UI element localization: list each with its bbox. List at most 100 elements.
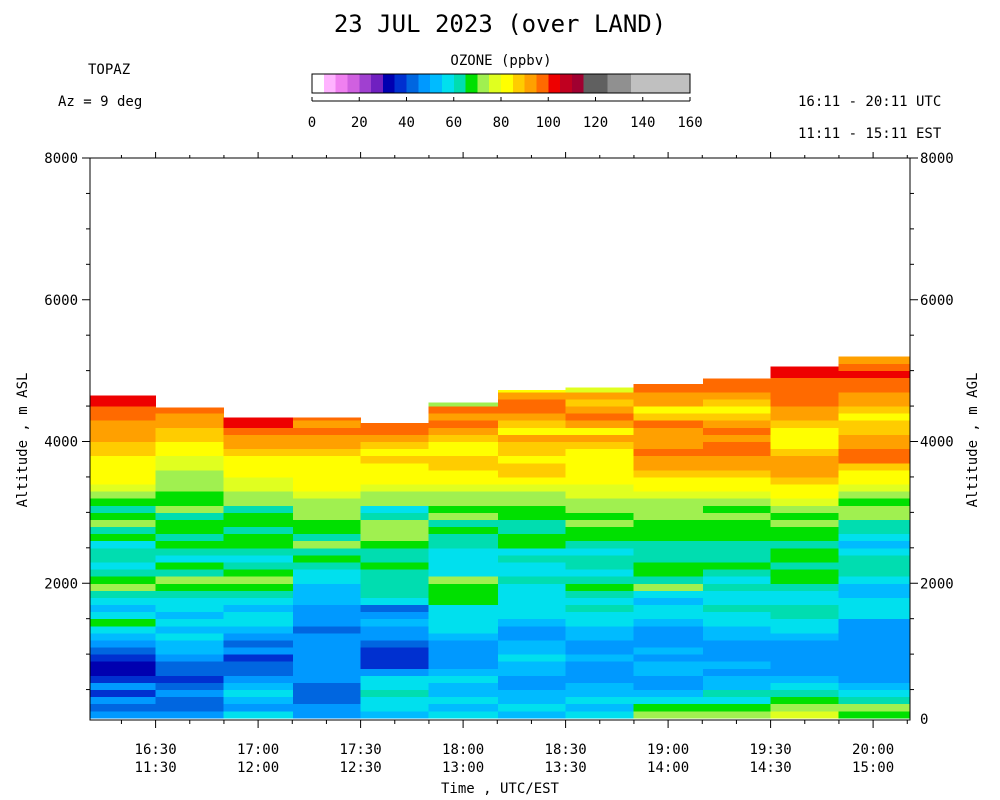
heatmap-cell-c10-26 [770,526,839,535]
heatmap-cell-c2-5 [223,675,294,683]
heatmap-cell-c10-38 [770,441,839,450]
heatmap-cell-c8-12 [633,625,704,634]
heatmap-cell-c1-38 [155,441,224,450]
heatmap-cell-c1-28 [155,512,224,520]
heatmap-cell-c10-21 [770,561,839,570]
y-tick-label-left: 6000 [44,293,78,309]
heatmap-cell-c9-1 [702,703,772,712]
heatmap-cell-c9-3 [702,689,772,698]
heatmap-cell-c6-22 [497,554,567,563]
heatmap-cell-c10-34 [770,469,839,478]
instrument-label: TOPAZ [88,62,131,78]
heatmap-cell-c3-21 [292,561,362,570]
heatmap-cell-c6-37 [497,448,567,457]
heatmap-cell-c7-5 [565,675,634,683]
heatmap-cell-c1-33 [155,476,224,485]
heatmap-cell-c9-25 [702,533,772,542]
heatmap-cell-c2-25 [223,533,294,542]
heatmap-cell-c3-25 [292,533,362,542]
colorbar: 0 20 40 60 80 100 120 140 160 [308,73,703,131]
heatmap-cell-c6-18 [497,583,567,591]
x-tick-label-est: 13:00 [442,760,484,776]
heatmap-cell-c9-26 [702,526,772,535]
heatmap-cell-c1-31 [155,491,224,499]
heatmap-cell-c0-19 [90,576,157,584]
heatmap-cell-c0-41 [90,420,157,428]
heatmap-cell-c6-42 [497,413,567,421]
y-axis-label-right: Altitude , m AGL [965,373,981,508]
x-tick-label-est: 15:00 [852,760,894,776]
y-tick-label-right: 6000 [920,293,954,309]
heatmap-cell-c5-19 [428,576,499,584]
heatmap-cell-c3-9 [292,647,362,655]
heatmap-cell-c8-19 [633,576,704,584]
heatmap-cell-c6-36 [497,455,567,464]
heatmap-cell-c8-6 [633,668,704,676]
y-tick-label-left: 2000 [44,576,78,592]
heatmap-cell-c2-3 [223,689,294,698]
heatmap-cell-c10-33 [770,476,839,485]
heatmap-cell-c4-20 [360,569,429,577]
heatmap-cell-c11-29 [838,505,911,513]
heatmap-cell-c6-19 [497,576,567,584]
heatmap-cell-c1-30 [155,498,224,506]
heatmap-cell-c3-3 [292,689,362,698]
heatmap-cell-c8-42 [633,413,704,421]
heatmap-cell-c6-23 [497,547,567,556]
x-tick-label-utc: 17:30 [340,742,382,758]
heatmap-cell-c2-21 [223,561,294,570]
heatmap-cell-c5-10 [428,639,499,648]
heatmap-cell-c5-27 [428,519,499,528]
heatmap-cell-c0-26 [90,526,157,535]
heatmap-cell-c8-18 [633,583,704,591]
heatmap-cell-c4-35 [360,462,429,471]
heatmap-cell-c9-2 [702,696,772,705]
heatmap-cell-c4-32 [360,484,429,492]
heatmap-cell-c0-23 [90,547,157,556]
heatmap-cell-c8-0 [633,710,704,719]
heatmap-cell-c10-13 [770,618,839,627]
heatmap-cell-c9-4 [702,682,772,691]
heatmap-cell-c4-25 [360,533,429,542]
heatmap-cell-c3-40 [292,427,362,435]
heatmap-cell-c6-14 [497,611,567,620]
heatmap-cell-c7-29 [565,505,634,513]
heatmap-cell-c11-16 [838,597,911,606]
utc-time-range: 16:11 - 20:11 UTC [798,94,942,110]
heatmap-cell-c5-21 [428,561,499,570]
heatmap-cell-c11-43 [838,406,911,414]
heatmap-cell-c8-5 [633,675,704,683]
y-tick-label-right: 8000 [920,151,954,167]
heatmap-cell-c8-44 [633,398,704,407]
x-tick-label-est: 14:00 [647,760,689,776]
heatmap-cell-c4-31 [360,491,429,499]
heatmap-cell-c5-5 [428,675,499,683]
heatmap-cell-c1-8 [155,654,224,662]
heatmap-cell-c2-11 [223,632,294,641]
heatmap-cell-c2-26 [223,526,294,535]
heatmap-cell-c6-2 [497,696,567,705]
heatmap-cell-c0-12 [90,625,157,634]
heatmap-cell-c2-34 [223,469,294,478]
heatmap-cell-c1-14 [155,611,224,620]
heatmap-cell-c4-18 [360,583,429,591]
heatmap-cell-c7-7 [565,661,634,669]
colorbar-swatch-3 [347,74,360,93]
heatmap-cell-c6-38 [497,441,567,450]
heatmap-cell-c8-25 [633,533,704,542]
colorbar-tick-label: 80 [493,115,510,131]
x-tick-label-est: 12:30 [340,760,382,776]
heatmap-cell-c1-24 [155,540,224,549]
y-axis-label-left: Altitude , m ASL [15,373,31,508]
heatmap-cell-c3-17 [292,590,362,598]
heatmap-cell-c0-15 [90,604,157,613]
colorbar-swatch-7 [394,74,407,93]
heatmap-cell-c7-32 [565,484,634,492]
heatmap-cell-c8-37 [633,448,704,457]
heatmap-cell-c0-18 [90,583,157,591]
heatmap-cell-c3-16 [292,597,362,606]
heatmap-cell-c11-40 [838,427,911,435]
heatmap-cell-c10-29 [770,505,839,513]
heatmap-cell-c11-34 [838,469,911,478]
heatmap-cell-c8-23 [633,547,704,556]
